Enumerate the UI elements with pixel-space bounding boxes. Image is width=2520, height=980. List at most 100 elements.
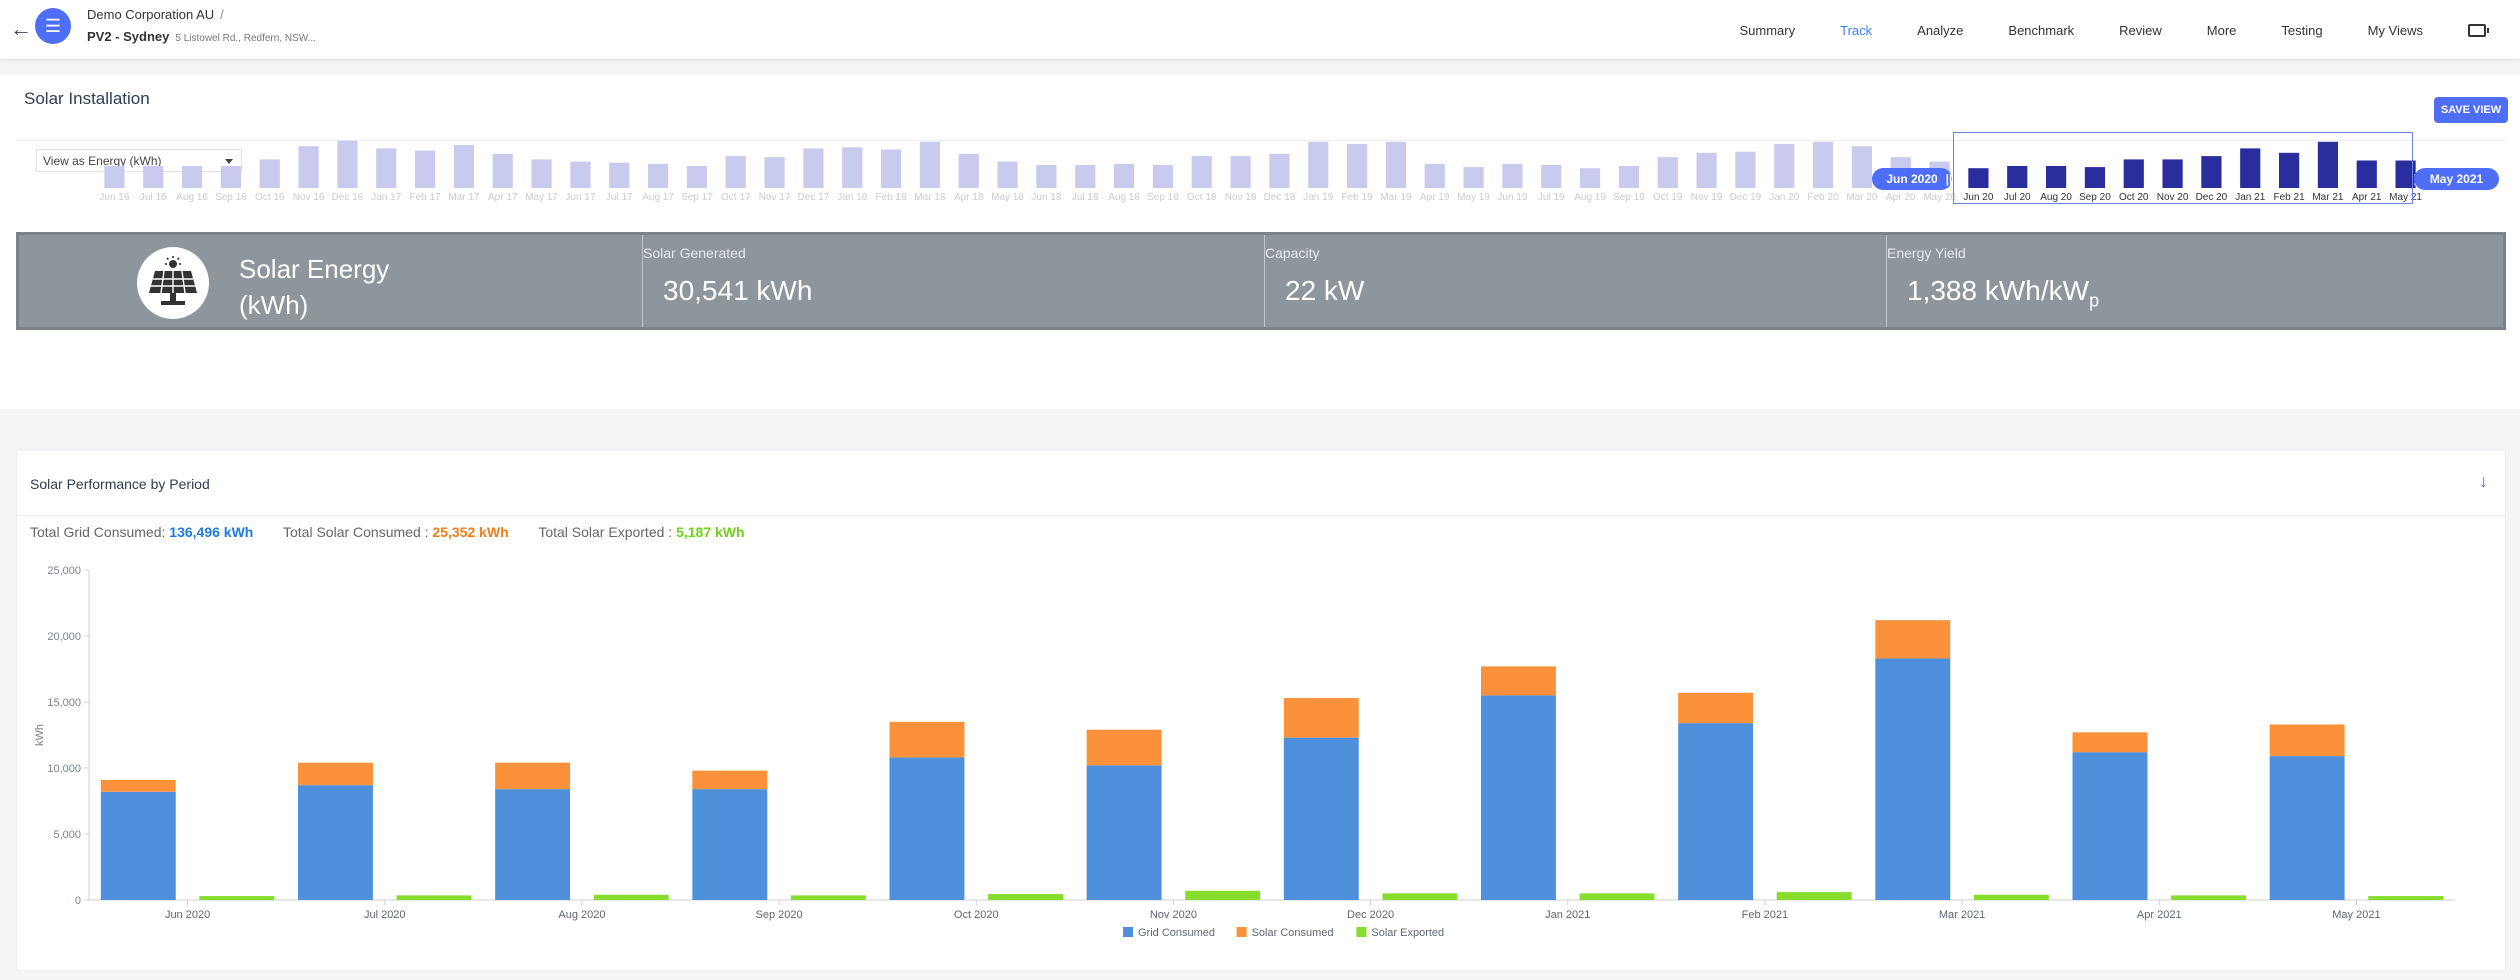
navigator-bar [2123, 159, 2144, 188]
navigator-label: Apr 18 [954, 192, 984, 203]
navigator-label: Sep 20 [2079, 192, 2111, 203]
navigator-bar [1385, 141, 1407, 188]
navigator-bar [1269, 153, 1290, 188]
bar-solar-consumed [1875, 620, 1951, 659]
navigator-bar [803, 148, 824, 188]
breadcrumb-org[interactable]: Demo Corporation AU / [87, 7, 224, 22]
navigator-label: Nov 17 [759, 192, 791, 203]
navigator-label: Feb 20 [1808, 192, 1840, 203]
navigator-label: May 17 [525, 192, 558, 203]
navigator-bar [414, 150, 436, 188]
navigator-bar [1424, 163, 1445, 188]
navigator-bar [647, 163, 669, 188]
navigator-label: Jul 16 [140, 192, 167, 203]
metric-name: Solar Generated [643, 245, 746, 261]
navigator-bar [2278, 152, 2300, 188]
navigator-bar [104, 166, 125, 188]
navigator-bar [1968, 168, 1989, 188]
navigator-bar [1502, 163, 1523, 188]
navigator-bar [725, 156, 746, 188]
navigator-bar [181, 166, 203, 188]
range-end-pill[interactable]: May 2021 [2414, 168, 2499, 190]
bar-solar-exported [790, 895, 866, 900]
x-tick-label: Aug 2020 [558, 909, 605, 921]
navigator-label: Apr 17 [488, 192, 518, 203]
download-icon[interactable]: ↓ [2479, 471, 2488, 491]
x-tick-label: Dec 2020 [1347, 909, 1394, 921]
nav-benchmark[interactable]: Benchmark [2008, 22, 2075, 38]
x-tick-label: Mar 2021 [1939, 909, 1985, 921]
nav-track[interactable]: Track [1840, 22, 1873, 38]
bar-grid-consumed [1875, 658, 1951, 900]
navigator-bar [842, 147, 863, 188]
total-grid-consumed: Total Grid Consumed: 136,496 kWh [30, 524, 253, 540]
x-tick-label: Jun 2020 [165, 909, 210, 921]
navigator-label: Sep 19 [1613, 192, 1645, 203]
expand-view-icon[interactable] [2468, 23, 2489, 37]
navigator-bar [764, 157, 785, 188]
navigator-label: Jun 20 [1963, 192, 1993, 203]
total-value: 136,496 kWh [169, 524, 254, 540]
range-start-pill[interactable]: Jun 2020 [1872, 168, 1952, 190]
navigator-label: Aug 18 [1108, 192, 1140, 203]
navigator-label: May 21 [2389, 192, 2422, 203]
menu-icon[interactable]: ☰ [35, 8, 71, 44]
navigator-selection[interactable] [1953, 132, 2413, 204]
bar-solar-consumed [1480, 666, 1556, 696]
bar-solar-exported [2368, 896, 2444, 900]
navigator-label: Apr 20 [1886, 192, 1916, 203]
navigator-bar [1308, 141, 1329, 188]
x-tick-label: Sep 2020 [756, 909, 803, 921]
navigator-bar [2007, 166, 2028, 188]
save-view-button[interactable]: SAVE VIEW [2434, 97, 2508, 123]
totals-row: Total Grid Consumed: 136,496 kWh Total S… [30, 524, 771, 540]
navigator-label: Feb 17 [410, 192, 442, 203]
x-tick-label: Feb 2021 [1742, 909, 1788, 921]
total-label: Total Solar Consumed : [283, 524, 429, 540]
navigator-bar [1036, 164, 1057, 188]
navigator-label: Oct 18 [1187, 192, 1217, 203]
navigator-bar [1541, 164, 1562, 188]
nav-analyze[interactable]: Analyze [1917, 22, 1964, 38]
breadcrumb-site[interactable]: PV2 - Sydney 5 Listowel Rd., Redfern, NSW… [87, 29, 316, 44]
navigator-bar [1579, 168, 1601, 188]
nav-more[interactable]: More [2206, 22, 2237, 38]
total-value: 25,352 kWh [432, 524, 509, 540]
breadcrumb-separator: / [220, 7, 224, 22]
total-solar-consumed: Total Solar Consumed : 25,352 kWh [283, 524, 509, 540]
back-arrow-icon[interactable]: ← [10, 16, 32, 41]
navigator-label: Jun 17 [565, 192, 595, 203]
navigator-label: Mar 21 [2312, 192, 2344, 203]
navigator-bar [919, 141, 941, 188]
navigator-label: Nov 16 [293, 192, 325, 203]
navigator-label: Dec 16 [332, 192, 364, 203]
navigator-label: Jul 19 [1538, 192, 1565, 203]
navigator-label: Jan 19 [1303, 192, 1333, 203]
navigator-bar [1774, 144, 1795, 188]
total-value: 5,187 kWh [676, 524, 745, 540]
legend-label: Grid Consumed [1138, 927, 1215, 939]
navigator-bar [1812, 141, 1834, 188]
navigator-bar [570, 161, 591, 188]
bar-solar-exported [2171, 895, 2247, 900]
bar-solar-exported [396, 895, 472, 900]
navigator-label: Oct 20 [2119, 192, 2149, 203]
legend-swatch [1356, 927, 1367, 937]
navigator-label: Jul 18 [1072, 192, 1099, 203]
nav-my-views[interactable]: My Views [2367, 22, 2423, 38]
main-nav: Summary Track Analyze Benchmark Review M… [1740, 0, 2520, 60]
bar-solar-consumed [297, 762, 373, 786]
bar-grid-consumed [297, 785, 373, 900]
bar-grid-consumed [1678, 723, 1754, 900]
site-name: PV2 - Sydney [87, 29, 170, 44]
nav-review[interactable]: Review [2119, 22, 2162, 38]
legend-label: Solar Consumed [1252, 927, 1334, 939]
range-start-handle[interactable]: || [1945, 172, 1953, 186]
nav-summary[interactable]: Summary [1739, 22, 1796, 38]
bar-grid-consumed [1283, 737, 1359, 900]
x-tick-label: Jan 2021 [1545, 909, 1590, 921]
navigator-label: Jan 18 [837, 192, 867, 203]
range-navigator-chart[interactable]: Jun 16 Jul 16 Aug 16 Sep 16 Oct 16 Nov 16 Dec … [95, 132, 2425, 204]
navigator-bar [880, 149, 902, 188]
nav-testing[interactable]: Testing [2281, 22, 2323, 38]
